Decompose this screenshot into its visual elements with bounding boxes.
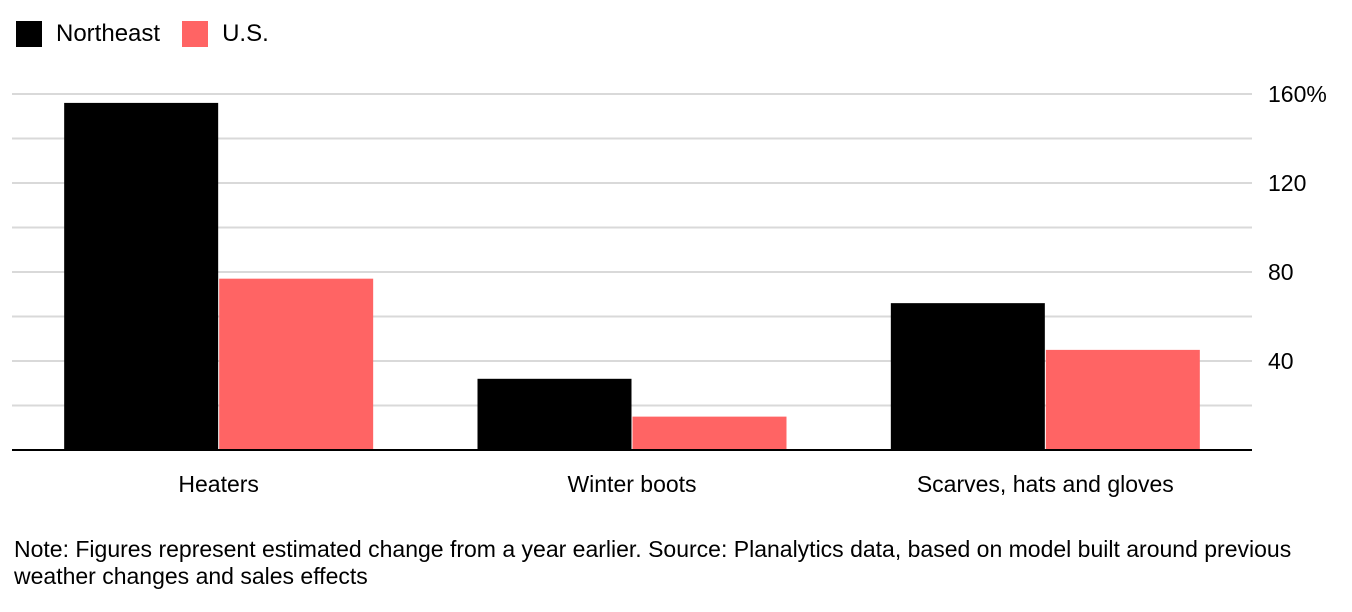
bar-northeast-2 <box>890 303 1045 450</box>
legend-item-us: U.S. <box>182 21 269 47</box>
bar-u-s--1 <box>632 416 787 450</box>
category-label: Scarves, hats and gloves <box>917 471 1174 497</box>
bar-u-s--0 <box>219 278 374 450</box>
chart-note: Note: Figures represent estimated change… <box>14 536 1292 589</box>
y-tick-label: 80 <box>1268 259 1294 285</box>
legend-label-northeast: Northeast <box>56 20 161 47</box>
legend-label-us: U.S. <box>222 20 269 47</box>
bar-chart: 160% 120 80 40 Heaters Winter boots Scarves, … <box>12 81 1327 497</box>
y-tick-label: 120 <box>1268 170 1306 196</box>
category-label: Winter boots <box>567 471 696 497</box>
bar-northeast-0 <box>64 102 219 451</box>
chart-legend: Northeast U.S. <box>16 18 291 50</box>
y-axis-ticks: 160% 120 80 40 <box>1268 81 1327 374</box>
category-label: Heaters <box>178 471 259 497</box>
bar-northeast-1 <box>477 378 632 450</box>
category-labels: Heaters Winter boots Scarves, hats and glo… <box>178 471 1173 497</box>
bars <box>64 102 1200 451</box>
bar-u-s--2 <box>1045 349 1200 450</box>
legend-swatch-us <box>182 21 209 47</box>
legend-item-northeast: Northeast <box>16 21 160 47</box>
y-tick-label: 40 <box>1268 348 1294 374</box>
legend-swatch-northeast <box>16 21 42 47</box>
y-tick-label: 160% <box>1268 81 1327 107</box>
gridlines <box>12 93 1252 407</box>
